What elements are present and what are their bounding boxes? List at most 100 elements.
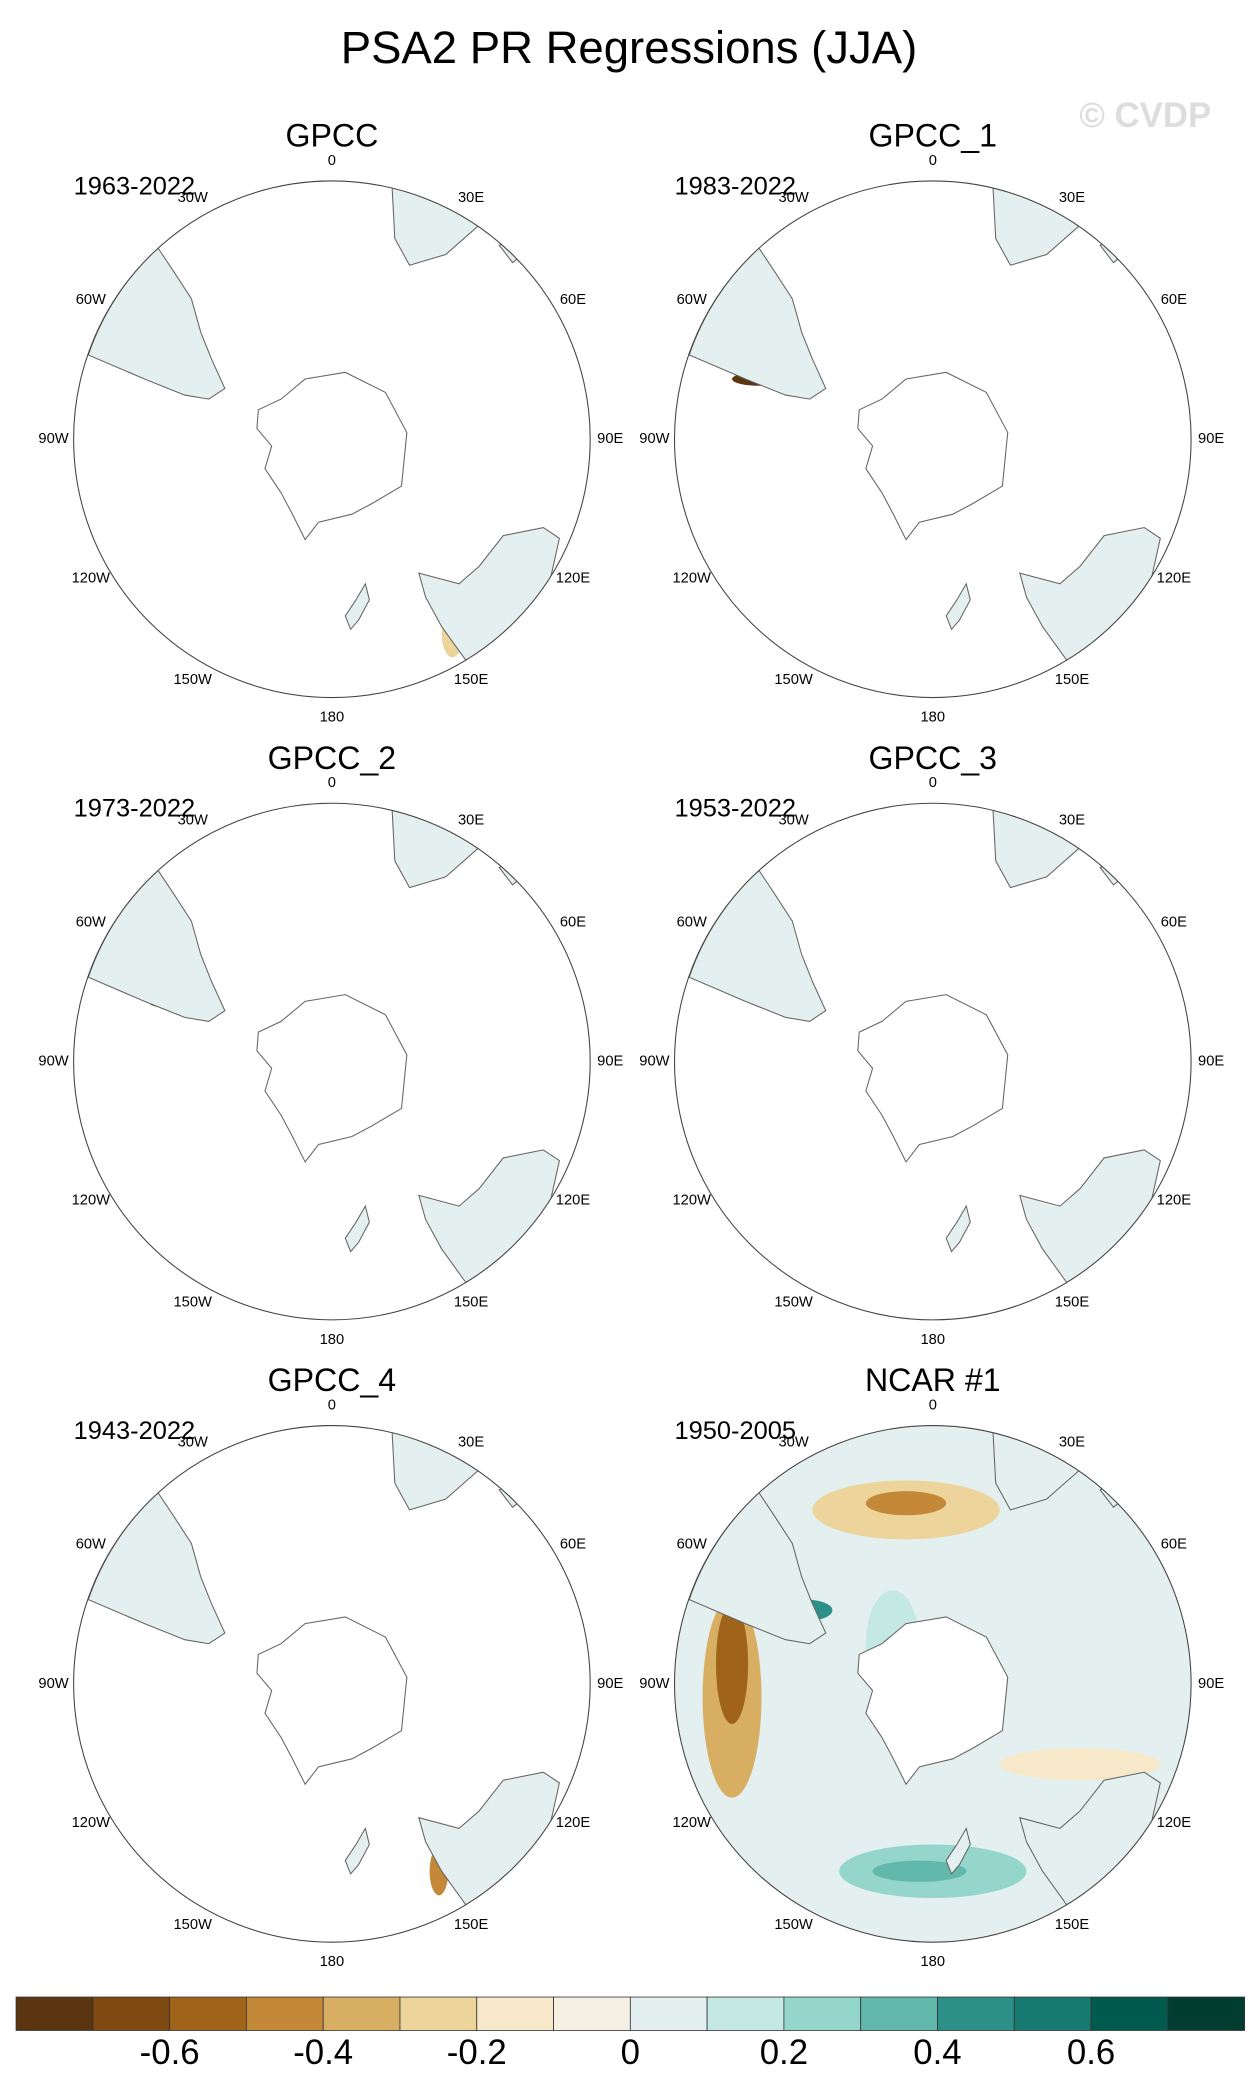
panel-title: NCAR #1: [865, 1362, 1001, 1398]
longitude-label: 90W: [639, 1676, 669, 1692]
longitude-label: 90E: [597, 1676, 623, 1692]
colorbar-box: [169, 1996, 247, 2031]
longitude-label: 90E: [597, 431, 623, 447]
longitude-label: 60E: [1161, 914, 1187, 930]
longitude-label: 0: [929, 1397, 937, 1413]
map: [87, 187, 560, 661]
colorbar-tick-label: 0.4: [913, 2034, 961, 2072]
longitude-label: 180: [320, 710, 345, 726]
panel-title: GPCC_1: [869, 118, 998, 154]
longitude-label: 120W: [672, 1193, 711, 1209]
map-panel: GPCC 1963-2022 0 30E 60E 90E 120E 150E 180 150W 12…: [38, 118, 623, 726]
panel-title: GPCC: [286, 118, 379, 154]
longitude-label: 60W: [677, 292, 707, 308]
colorbar: -0.6 -0.4 -0.2 0 0.2 0.4 0.6: [15, 1996, 1246, 2072]
longitude-label: 90W: [38, 1053, 68, 1069]
longitude-label: 180: [320, 1954, 345, 1970]
figure-title: PSA2 PR Regressions (JJA): [341, 22, 918, 73]
map-panel: GPCC_1 1983-2022 0 30E 60E 90E 120E 150E 180 150W…: [639, 118, 1224, 726]
colorbar-box: [92, 1996, 171, 2031]
longitude-label: 30E: [458, 1435, 484, 1451]
longitude-label: 30E: [1059, 190, 1085, 206]
longitude-label: 120W: [672, 1815, 711, 1831]
longitude-label: 90W: [38, 1676, 68, 1692]
longitude-label: 120W: [72, 1815, 111, 1831]
longitude-label: 0: [328, 153, 336, 169]
longitude-label: 150W: [774, 1295, 813, 1311]
map-boundary: [673, 180, 1192, 699]
longitude-label: 90W: [38, 431, 68, 447]
longitude-label: 90W: [639, 1053, 669, 1069]
longitude-label: 150W: [774, 672, 813, 688]
map: [87, 1431, 560, 1906]
colorbar-tick-label: -0.6: [140, 2034, 200, 2072]
map-boundary: [673, 1425, 1192, 1943]
longitude-label: 90E: [1198, 1053, 1224, 1069]
longitude-label: 180: [921, 710, 946, 726]
longitude-label: 120E: [1157, 1815, 1192, 1831]
map-boundary: [673, 802, 1192, 1321]
longitude-label: 150E: [1055, 672, 1090, 688]
longitude-label: 150E: [454, 1295, 489, 1311]
longitude-label: 30E: [458, 812, 484, 828]
panel-period: 1943-2022: [74, 1417, 196, 1445]
colorbar-box: [937, 1996, 1015, 2031]
longitude-label: 150W: [173, 1295, 212, 1311]
colorbar-box: [246, 1996, 324, 2031]
panel-period: 1950-2005: [675, 1417, 796, 1445]
colorbar-box: [860, 1996, 938, 2031]
longitude-label: 90E: [597, 1053, 623, 1069]
panel-period: 1953-2022: [675, 795, 796, 823]
panel-title: GPCC_4: [268, 1362, 397, 1398]
longitude-label: 60E: [560, 1537, 586, 1553]
longitude-label: 0: [328, 775, 336, 791]
colorbar-tick-label: 0.2: [760, 2034, 808, 2072]
map-panel: GPCC_3 1953-2022 0 30E 60E 90E 120E 150E 180 150W…: [639, 740, 1224, 1348]
longitude-label: 0: [328, 1397, 336, 1413]
longitude-label: 30E: [458, 190, 484, 206]
colorbar-box: [706, 1996, 785, 2031]
colorbar-box: [399, 1996, 478, 2031]
colorbar-box: [15, 1996, 94, 2031]
colorbar-box: [1013, 1996, 1092, 2031]
longitude-label: 180: [320, 1332, 345, 1348]
longitude-label: 30W: [778, 1435, 808, 1451]
longitude-label: 60W: [76, 1537, 106, 1553]
longitude-label: 0: [929, 775, 937, 791]
map: [674, 1425, 1192, 1943]
watermark: © CVDP: [1079, 97, 1211, 135]
longitude-label: 150E: [454, 672, 489, 688]
longitude-label: 150W: [173, 1917, 212, 1933]
longitude-label: 60E: [560, 292, 586, 308]
longitude-label: 120E: [556, 1193, 591, 1209]
panel-period: 1983-2022: [675, 172, 796, 200]
map-boundary: [73, 1425, 591, 1943]
longitude-label: 30E: [1059, 1435, 1085, 1451]
longitude-label: 150E: [1055, 1917, 1090, 1933]
coastlines: [688, 809, 1161, 1283]
colorbar-tick-label: -0.2: [447, 2034, 507, 2072]
longitude-label: 60E: [1161, 292, 1187, 308]
colorbar-box: [553, 1996, 631, 2031]
longitude-label: 120E: [556, 570, 591, 586]
colorbar-tick-label: 0: [621, 2034, 640, 2072]
panel-title: GPCC_2: [268, 740, 397, 776]
longitude-label: 30W: [178, 190, 208, 206]
colorbar-box: [322, 1996, 401, 2031]
map: [688, 809, 1161, 1283]
colorbar-box: [476, 1996, 554, 2031]
map-panel: GPCC_4 1943-2022 0 30E 60E 90E 120E 150E 180 150W…: [38, 1362, 623, 1970]
longitude-label: 120E: [556, 1815, 591, 1831]
longitude-label: 180: [921, 1332, 946, 1348]
longitude-label: 150E: [1055, 1295, 1090, 1311]
longitude-label: 60W: [677, 1537, 707, 1553]
longitude-label: 120W: [672, 570, 711, 586]
colorbar-box: [783, 1996, 862, 2031]
longitude-label: 90W: [639, 431, 669, 447]
longitude-label: 120E: [1157, 1193, 1192, 1209]
panel-title: GPCC_3: [869, 740, 998, 776]
colorbar-tick-label: 0.6: [1067, 2034, 1115, 2072]
longitude-label: 90E: [1198, 431, 1224, 447]
